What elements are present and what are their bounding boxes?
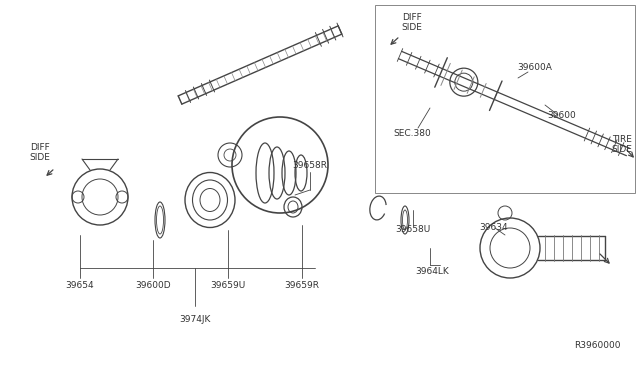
Text: R3960000: R3960000: [573, 341, 620, 350]
Text: 39600A: 39600A: [518, 64, 552, 73]
Text: 3974JK: 3974JK: [179, 315, 211, 324]
Text: DIFF: DIFF: [402, 13, 422, 22]
Text: SIDE: SIDE: [401, 22, 422, 32]
Text: TIRE: TIRE: [612, 135, 632, 144]
Text: SEC.380: SEC.380: [393, 128, 431, 138]
Text: 39658R: 39658R: [292, 160, 328, 170]
Text: 39659R: 39659R: [285, 280, 319, 289]
Text: 39654: 39654: [66, 280, 94, 289]
Text: 39658U: 39658U: [396, 225, 431, 234]
Bar: [375, 5, 635, 193]
Text: 39659U: 39659U: [211, 280, 246, 289]
Text: 39634: 39634: [480, 224, 508, 232]
Text: SIDE: SIDE: [612, 144, 632, 154]
Text: 3964LK: 3964LK: [415, 267, 449, 276]
Text: SIDE: SIDE: [29, 153, 51, 161]
Text: 39600: 39600: [548, 110, 577, 119]
Text: DIFF: DIFF: [30, 144, 50, 153]
Text: 39600D: 39600D: [135, 280, 171, 289]
